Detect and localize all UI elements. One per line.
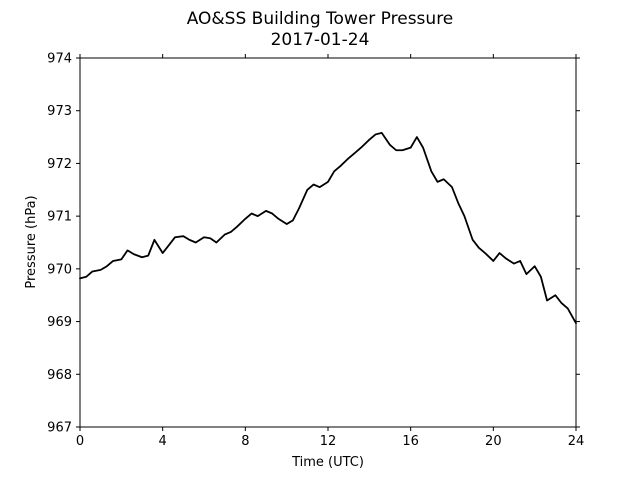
x-tick-label: 16 <box>402 434 419 449</box>
y-tick-label: 973 <box>47 104 72 119</box>
y-tick-label: 970 <box>47 262 72 277</box>
chart-title: AO&SS Building Tower Pressure <box>187 9 454 29</box>
x-tick-label: 20 <box>485 434 502 449</box>
x-tick-label: 0 <box>76 434 84 449</box>
y-tick-label: 969 <box>47 315 72 330</box>
y-tick-label: 968 <box>47 368 72 383</box>
series-line-0 <box>79 131 577 325</box>
plot-area: 0 4 8 12 16 20 24 967 968 969 970 971 972 973 974 <box>47 52 584 450</box>
x-tick-label: 8 <box>241 434 249 449</box>
x-tick-label: 4 <box>159 434 167 449</box>
y-tick-label: 967 <box>47 421 72 436</box>
chart-subtitle: 2017-01-24 <box>271 30 370 50</box>
plot-frame <box>79 57 577 428</box>
x-tick-label: 12 <box>320 434 337 449</box>
y-tick-label: 974 <box>47 52 72 67</box>
y-axis-label: Pressure (hPa) <box>24 195 39 288</box>
y-tick-label: 972 <box>47 157 72 172</box>
x-axis-label: Time (UTC) <box>291 455 364 470</box>
x-tick-label: 24 <box>568 434 585 449</box>
y-tick-label: 971 <box>47 210 72 225</box>
